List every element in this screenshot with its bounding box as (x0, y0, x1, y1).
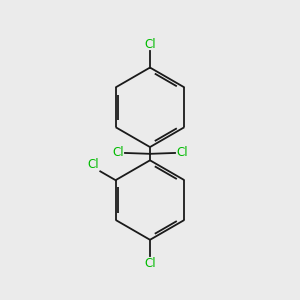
Text: Cl: Cl (176, 146, 188, 160)
Text: Cl: Cl (112, 146, 124, 160)
Text: Cl: Cl (144, 38, 156, 51)
Text: Cl: Cl (88, 158, 99, 171)
Text: Cl: Cl (144, 257, 156, 270)
